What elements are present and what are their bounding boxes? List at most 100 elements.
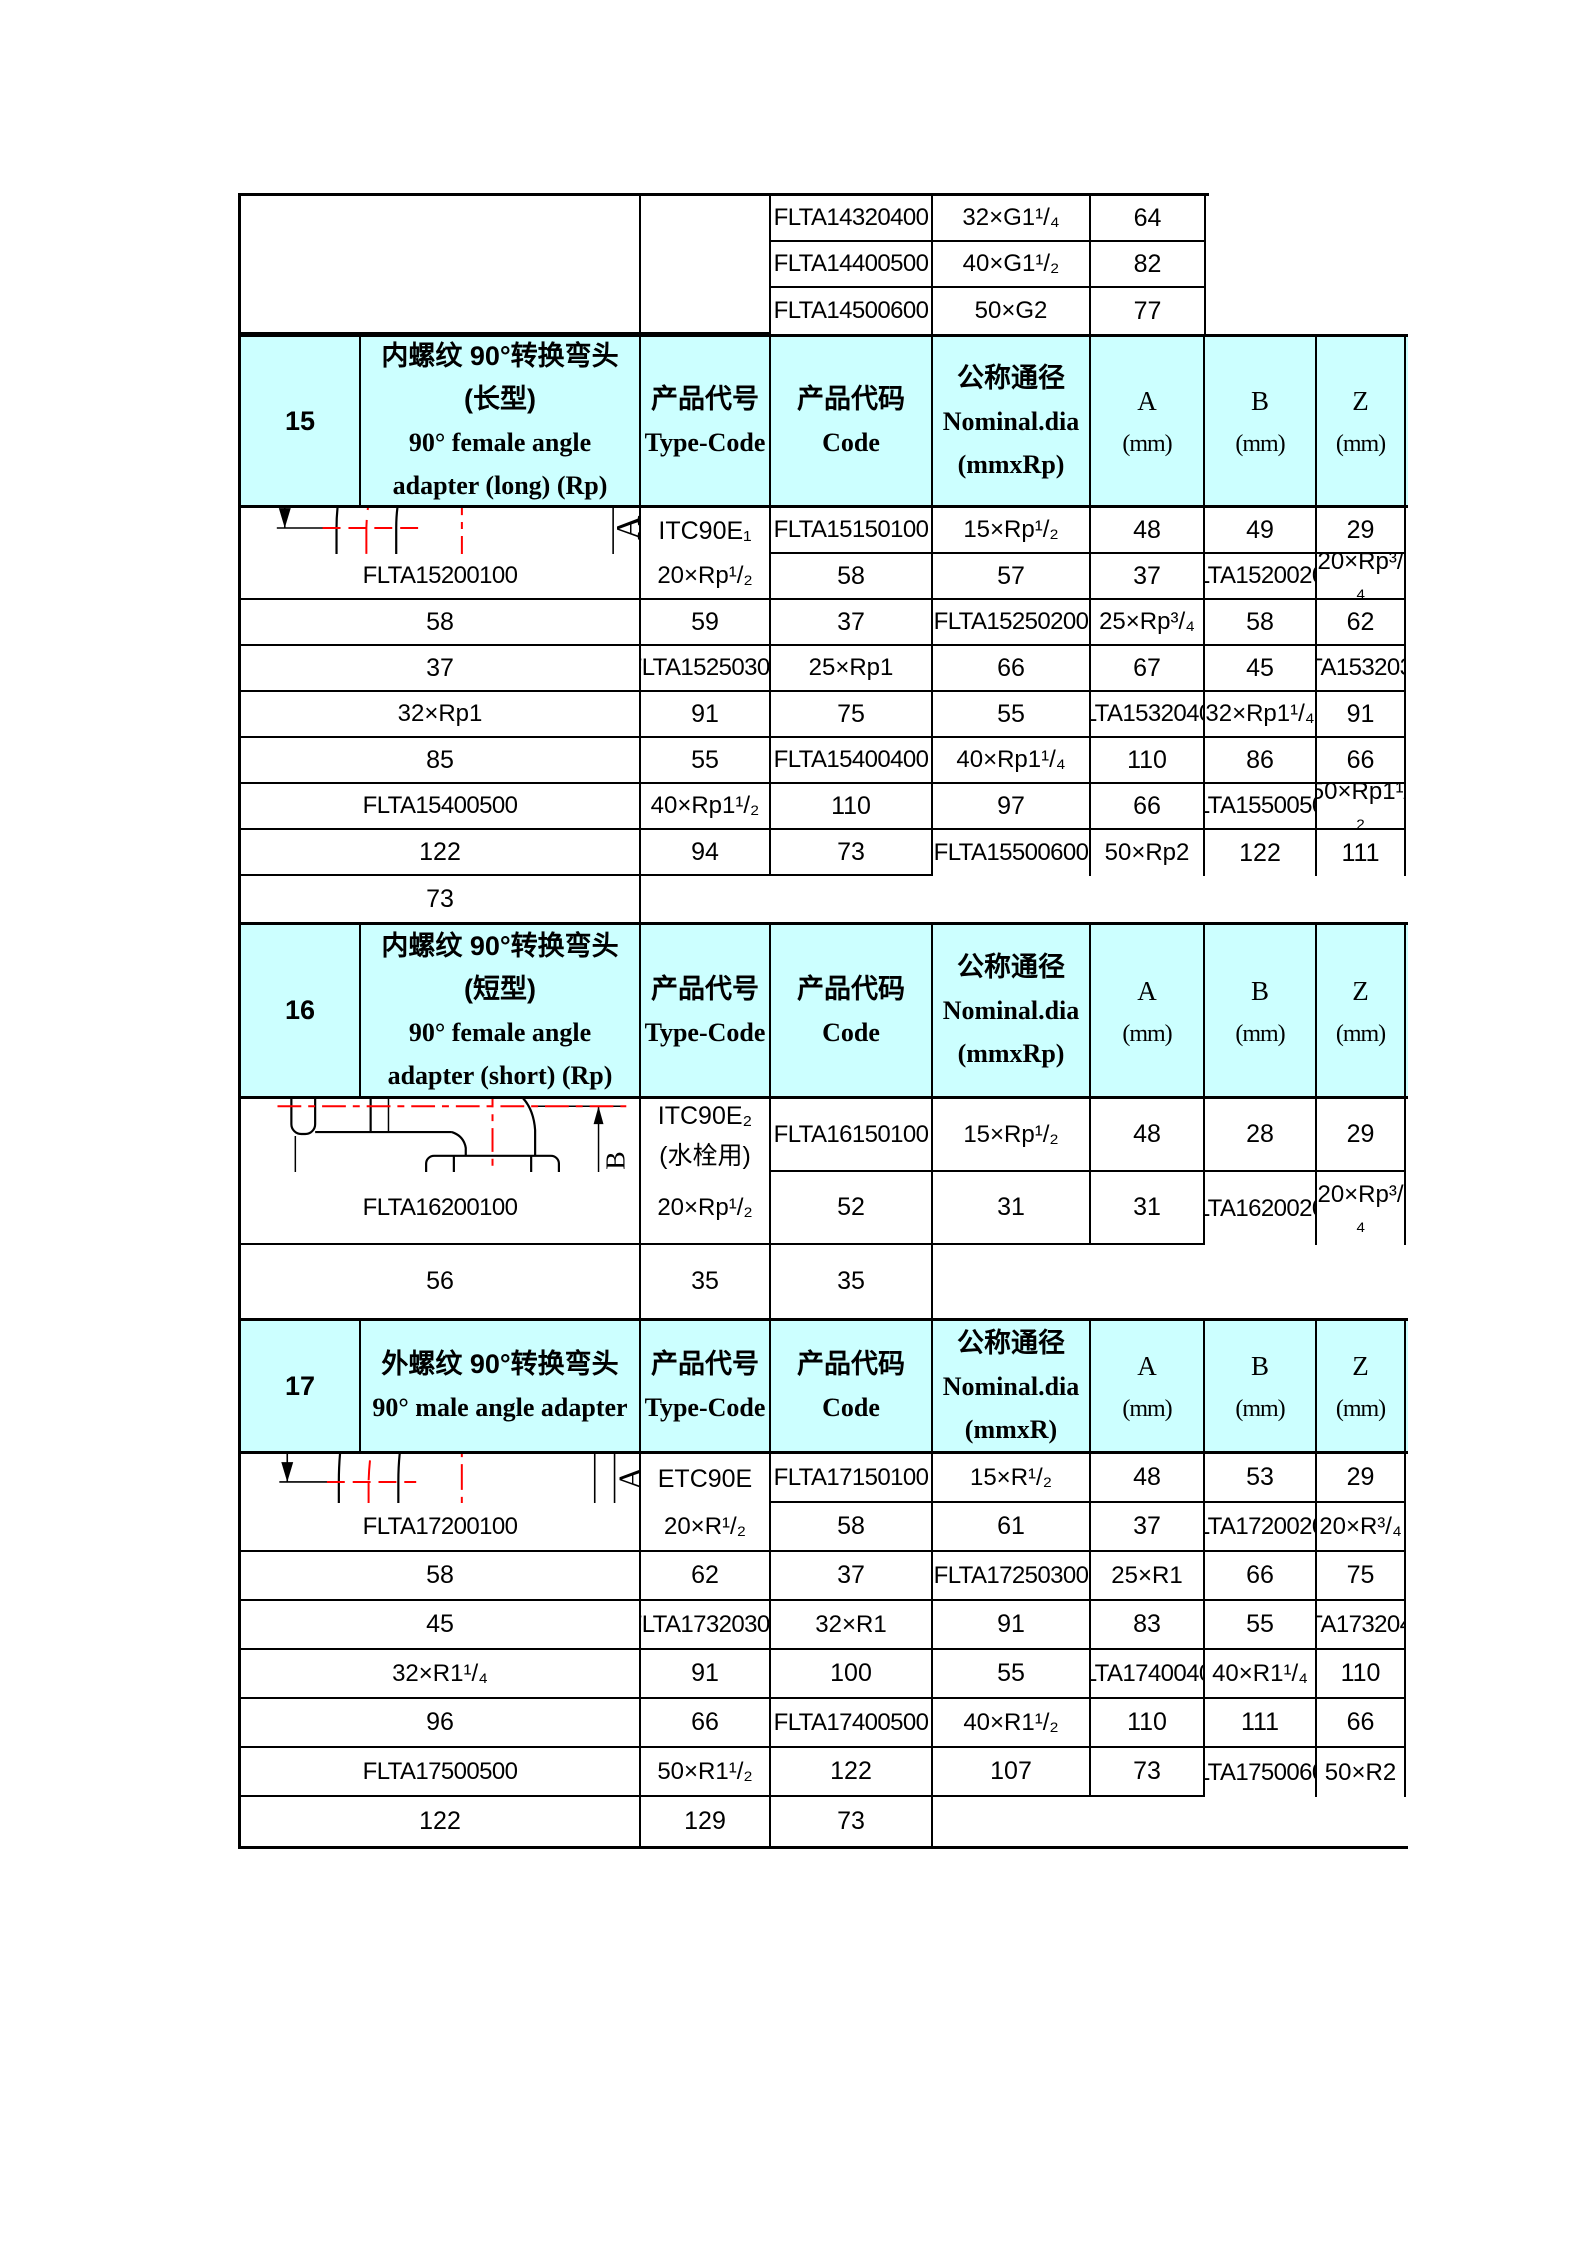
dia-cell: 32×G1¹/₄ [933,196,1091,242]
dia-cell: 40×R1¹/₄ [1205,1650,1317,1699]
a-header: A (mm) [1091,337,1205,505]
z-cell: 29 [1317,1099,1406,1172]
section-title-zh: 外螺纹 90°转换弯头 [381,1349,619,1379]
dia-cell: 15×R¹/₂ [933,1454,1091,1503]
code-cell: FLTA17150100 [771,1454,933,1503]
b-cell: 83 [1091,1601,1205,1650]
z-cell: 55 [1205,1601,1317,1650]
b-cell: 61 [933,1503,1091,1552]
z-cell: 73 [241,876,641,922]
section-16-body: Z B A ITC90E₂ (水栓用) FLTA16150100 15×Rp¹/… [238,1099,1408,1318]
section-title: 外螺纹 90°转换弯头 90° male angle adapter [361,1321,641,1451]
z-unit: (mm) [1335,1396,1386,1422]
code-header-en: Code [822,1393,880,1422]
z-label: Z [1352,1351,1369,1381]
code-cell: FLTA16200100 [241,1172,641,1245]
b-cell: 85 [241,738,641,784]
dia-header-zh: 公称通径 [957,952,1065,982]
a-cell: 48 [1091,508,1205,554]
code-cell: FLTA14400500 [771,242,933,288]
technical-drawing-female-long: Z A B [241,508,641,554]
b-cell: 28 [1205,1099,1317,1172]
z-cell: 45 [1205,646,1317,692]
a-cell: 110 [1317,1650,1406,1699]
b-header: B (mm) [1205,1321,1317,1451]
type-code-header: 产品代号 Type-Code [641,1321,771,1451]
dia-cell: 32×R1 [771,1601,933,1650]
z-unit: (mm) [1335,1020,1386,1047]
code-cell: FLTA17500500 [241,1748,641,1797]
elbow-drawing-16: Z B A [277,1099,631,1172]
z-cell: 37 [771,1552,933,1601]
dia-cell: 50×R1¹/₂ [641,1748,771,1797]
a-unit: (mm) [1122,1020,1172,1047]
b-cell: 107 [933,1748,1091,1797]
code-header-en: Code [822,428,880,457]
dia-cell: 32×R1¹/₄ [241,1650,641,1699]
dia-cell: 20×Rp³/₄ [1317,554,1406,600]
dia-header-en: Nominal.dia [942,406,1080,436]
code-cell: FLTA15500600 [933,830,1091,876]
section-title-en: 90° female angle adapter (long) (Rp) [392,428,608,500]
a-cell: 91 [1317,692,1406,738]
dia-cell: 25×R1 [1091,1552,1205,1601]
z-cell: 37 [771,600,933,646]
a-cell: 110 [1091,738,1205,784]
dia-header-zh: 公称通径 [957,362,1065,393]
type-code-header: 产品代号 Type-Code [641,337,771,505]
dia-cell: 50×Rp1¹/₂ [1317,784,1406,830]
type-code-value: ITC90E₂ [657,1101,753,1130]
b-cell: 86 [1205,738,1317,784]
type-code-header-zh: 产品代号 [651,973,759,1004]
section-14-continuation: FLTA14320400 32×G1¹/₄ 64 FLTA14400500 40… [238,193,1209,334]
b-cell: 62 [641,1552,771,1601]
code-header-zh: 产品代码 [797,973,905,1004]
code-header: 产品代码 Code [771,1321,933,1451]
section-title: 内螺纹 90°转换弯头(短型) 90° female angle adapter… [361,925,641,1096]
dim-label-a: A [610,515,639,540]
code-cell: FLTA15200100 [241,554,641,600]
b-cell: 94 [641,830,771,876]
section-number: 16 [241,925,361,1096]
b-cell: 75 [771,692,933,738]
a-cell: 122 [241,830,641,876]
section-title-zh: 内螺纹 90°转换弯头(长型) [381,341,619,414]
fittings-catalog-table: FLTA14320400 32×G1¹/₄ 64 FLTA14400500 40… [238,193,1408,1849]
a-cell: 52 [771,1172,933,1245]
type-code-note: (水栓用) [659,1141,751,1170]
dia-cell: 20×Rp³/₄ [1317,1172,1406,1245]
dia-header-unit: (mmxRp) [957,449,1065,479]
a-label: A [1137,1351,1157,1381]
dia-cell: 50×Rp2 [1091,830,1205,876]
section-number: 15 [241,337,361,505]
a-cell: 66 [1205,1552,1317,1601]
code-cell: FLTA16200200 [1205,1172,1317,1245]
z-cell: 29 [1317,508,1406,554]
elbow-drawing-17: Z A B [279,1454,639,1503]
dia-header-en: Nominal.dia [942,1371,1080,1401]
section-title-en: 90° male angle adapter [372,1393,628,1422]
b-unit: (mm) [1235,1396,1285,1422]
code-cell: FLTA16150100 [771,1099,933,1172]
b-cell: 31 [933,1172,1091,1245]
section-15-header: 15 内螺纹 90°转换弯头(长型) 90° female angle adap… [238,334,1408,508]
b-label: B [1250,386,1269,416]
a-cell: 48 [1091,1454,1205,1503]
dia-cell: 25×Rp1 [771,646,933,692]
b-cell: 96 [241,1699,641,1748]
code-cell: FLTA17500600 [1205,1748,1317,1797]
z-cell: 73 [1091,1748,1205,1797]
a-cell: 77 [1091,288,1206,334]
z-cell: 66 [641,1699,771,1748]
code-cell: FLTA15320400 [1091,692,1205,738]
z-cell: 66 [1317,1699,1406,1748]
a-cell: 122 [1205,830,1317,876]
a-cell: 110 [771,784,933,830]
b-cell: 59 [641,600,771,646]
dia-cell: 50×R2 [1317,1748,1406,1797]
z-cell: 45 [241,1601,641,1650]
dia-cell: 25×Rp³/₄ [1091,600,1205,646]
code-cell: FLTA15250200 [933,600,1091,646]
dia-cell: 20×R³/₄ [1317,1503,1406,1552]
dia-cell: 20×Rp¹/₂ [641,554,771,600]
